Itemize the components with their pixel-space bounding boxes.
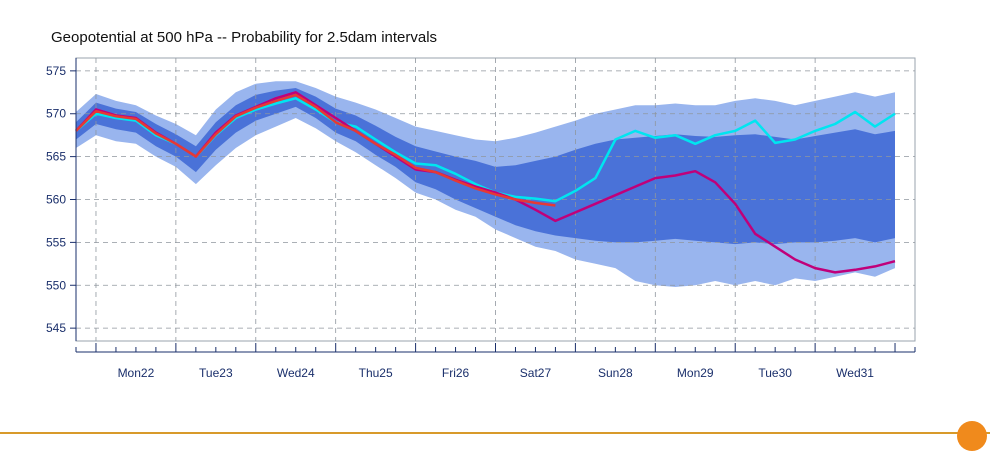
x-tick-label-tue23: Tue23 [199, 366, 233, 380]
x-tick-label-fri26: Fri26 [442, 366, 470, 380]
chart-canvas: 545 550 555 560 565 570 575 Mon22 Tue23 Wed24 Thu2… [46, 57, 916, 380]
y-tick-label-570: 570 [46, 107, 66, 121]
y-tick-label-555: 555 [46, 235, 66, 249]
x-tick-label-mon29: Mon29 [677, 366, 714, 380]
y-tick-label-560: 560 [46, 193, 66, 207]
y-tick-label-550: 550 [46, 278, 66, 292]
x-tick-label-sat27: Sat27 [520, 366, 552, 380]
core-band [76, 88, 895, 245]
y-tick-label-545: 545 [46, 321, 66, 335]
x-tick-label-thu25: Thu25 [359, 366, 393, 380]
x-tick-label-tue30: Tue30 [758, 366, 792, 380]
series-ensemble-mean [75, 93, 556, 207]
x-tick-label-sun28: Sun28 [598, 366, 633, 380]
x-tick-label-wed24: Wed24 [277, 366, 315, 380]
scroll-to-top-button[interactable] [957, 421, 987, 451]
x-tick-label-wed31: Wed31 [836, 366, 874, 380]
y-tick-label-575: 575 [46, 64, 66, 78]
y-tick-label-565: 565 [46, 150, 66, 164]
x-tick-label-mon22: Mon22 [118, 366, 155, 380]
chart-title: Geopotential at 500 hPa -- Probability f… [51, 29, 438, 46]
footer-divider [0, 432, 990, 434]
